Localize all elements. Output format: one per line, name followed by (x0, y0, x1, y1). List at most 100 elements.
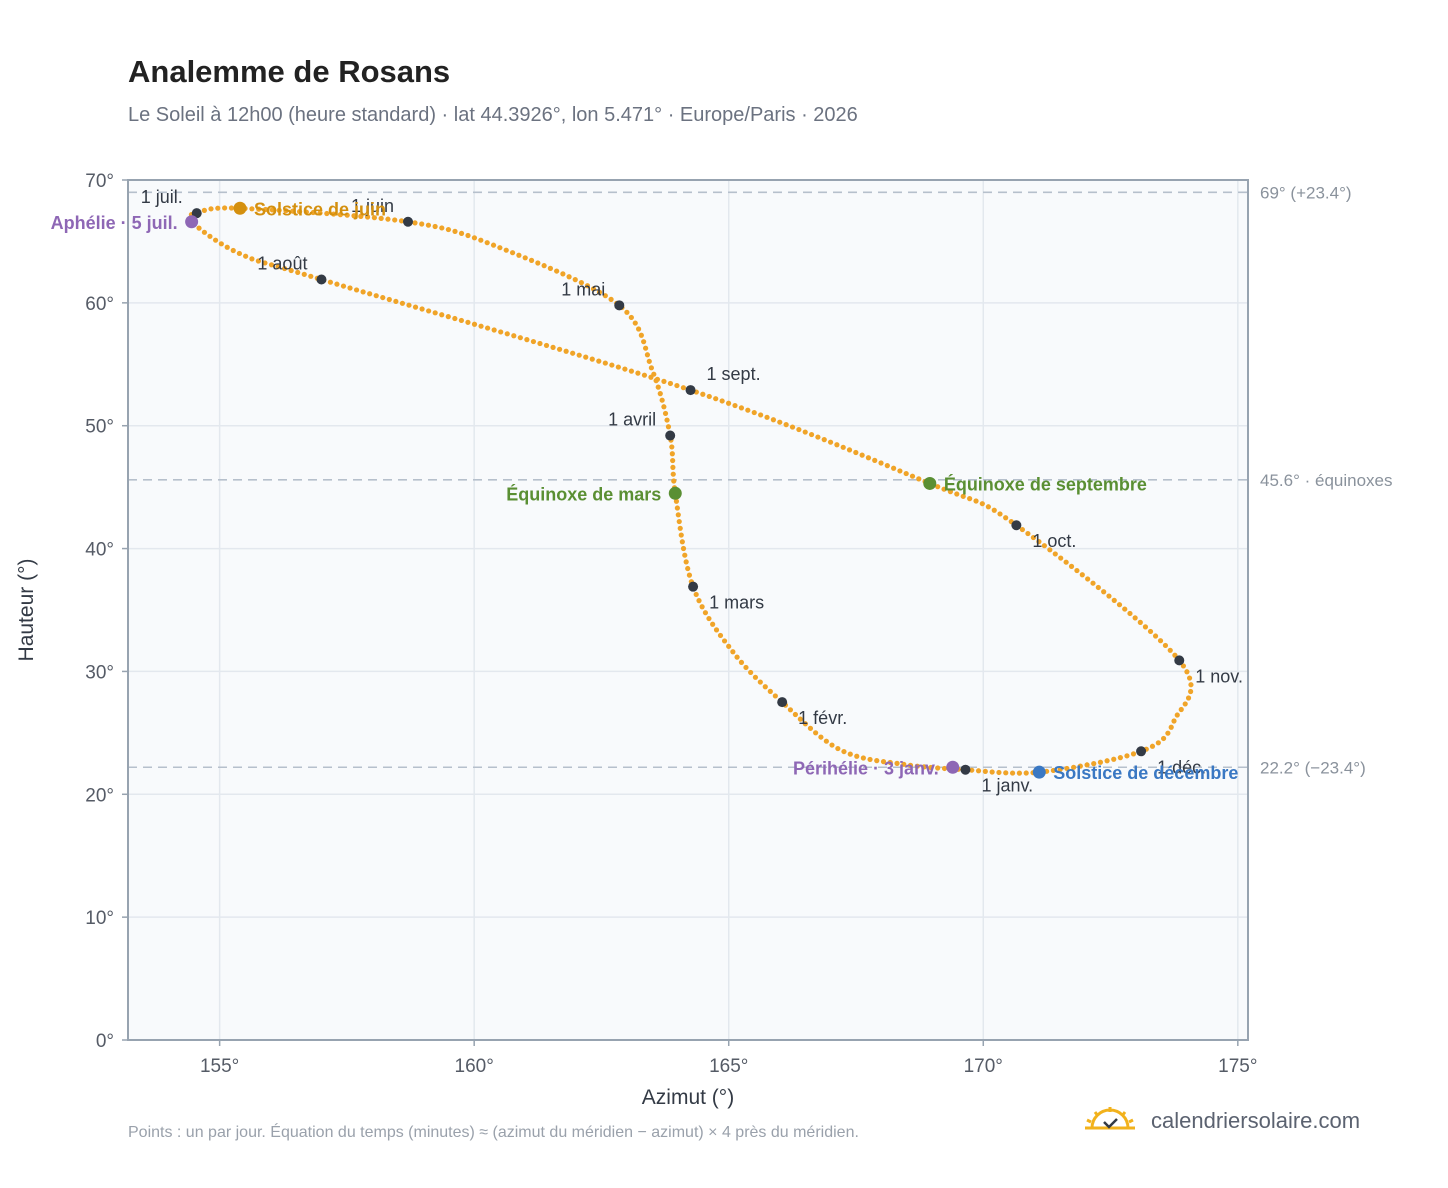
day-point (1137, 619, 1143, 625)
day-point (458, 230, 465, 236)
day-point (406, 302, 412, 308)
day-point (1095, 584, 1101, 591)
day-point (590, 286, 597, 292)
day-point (675, 512, 681, 518)
day-point (967, 496, 973, 502)
day-point (230, 247, 236, 254)
day-point (685, 565, 691, 572)
day-point (337, 212, 344, 218)
month-label: 1 avril (608, 410, 656, 430)
day-point (734, 654, 740, 660)
day-point (1090, 580, 1096, 586)
day-point (412, 220, 418, 226)
day-point (1064, 765, 1070, 772)
day-point (208, 206, 214, 212)
day-point (679, 539, 685, 545)
day-point (275, 264, 281, 270)
day-point (975, 768, 982, 774)
day-point (340, 283, 347, 289)
x-tick-label: 160° (455, 1056, 494, 1077)
day-point (664, 417, 670, 423)
day-point (674, 382, 680, 389)
day-point (969, 767, 975, 773)
day-point (1182, 701, 1188, 707)
day-point (498, 329, 504, 335)
day-point (677, 525, 683, 531)
day-point (392, 217, 398, 223)
brand-name: calendriersolaire.com (1151, 1108, 1361, 1133)
day-point (901, 761, 907, 767)
day-point (991, 507, 997, 513)
day-point (1157, 638, 1164, 644)
day-point (928, 764, 934, 771)
day-point (713, 396, 719, 402)
month-label: 1 mai (561, 279, 605, 299)
event-marker (233, 201, 247, 215)
month-marker (1174, 655, 1185, 666)
day-point (1074, 567, 1080, 574)
day-point (872, 457, 878, 463)
event-markers: Solstice de juin Solstice de décembre Équi… (51, 199, 1239, 783)
day-point (1185, 695, 1192, 701)
month-label: 1 janv. (981, 776, 1033, 796)
day-point (732, 402, 738, 409)
day-point (303, 209, 309, 215)
day-point (256, 206, 262, 212)
day-point (673, 498, 680, 504)
day-point (909, 473, 916, 479)
day-point (628, 368, 635, 374)
day-point (249, 206, 255, 212)
day-point (632, 320, 638, 326)
day-point (696, 598, 702, 604)
day-point (751, 409, 757, 416)
event-marker (946, 760, 960, 774)
day-point (228, 205, 235, 211)
day-point (563, 348, 569, 354)
day-point (196, 225, 202, 231)
day-point (641, 372, 648, 378)
day-point (465, 319, 471, 325)
day-point (802, 721, 808, 727)
day-point (670, 471, 676, 477)
day-point (268, 262, 275, 268)
day-point (777, 419, 783, 425)
day-point (1084, 762, 1090, 768)
day-point (829, 742, 835, 748)
y-axis-label: Hauteur (°) (15, 559, 38, 662)
day-point (543, 342, 550, 349)
day-point (1025, 530, 1031, 537)
day-point (1077, 763, 1083, 769)
month-label: 1 nov. (1195, 666, 1243, 686)
day-point (860, 755, 866, 761)
day-point (1091, 761, 1097, 767)
brand[interactable]: calendriersolaire.com (1083, 1106, 1360, 1136)
month-marker (1011, 520, 1022, 531)
day-point (511, 333, 517, 339)
day-point (745, 407, 751, 413)
day-point (615, 364, 621, 370)
day-point (916, 476, 922, 482)
day-point (859, 452, 865, 458)
day-point (484, 240, 490, 246)
day-point (471, 235, 478, 241)
day-point (412, 304, 419, 310)
day-point (792, 711, 798, 718)
day-point (699, 604, 705, 610)
y-tick-label: 10° (85, 908, 114, 929)
plot-area (128, 180, 1248, 1040)
day-point (504, 331, 510, 337)
day-point (1047, 547, 1053, 553)
day-point (1009, 770, 1016, 776)
day-point (706, 393, 712, 400)
day-point (638, 332, 644, 338)
day-point (789, 424, 796, 430)
day-point (1117, 755, 1123, 761)
day-point (554, 268, 560, 274)
day-point (1058, 555, 1064, 561)
day-point (797, 716, 803, 722)
day-point (662, 410, 669, 417)
day-point (752, 674, 759, 680)
day-point (670, 464, 676, 470)
month-label: 1 août (257, 254, 307, 274)
